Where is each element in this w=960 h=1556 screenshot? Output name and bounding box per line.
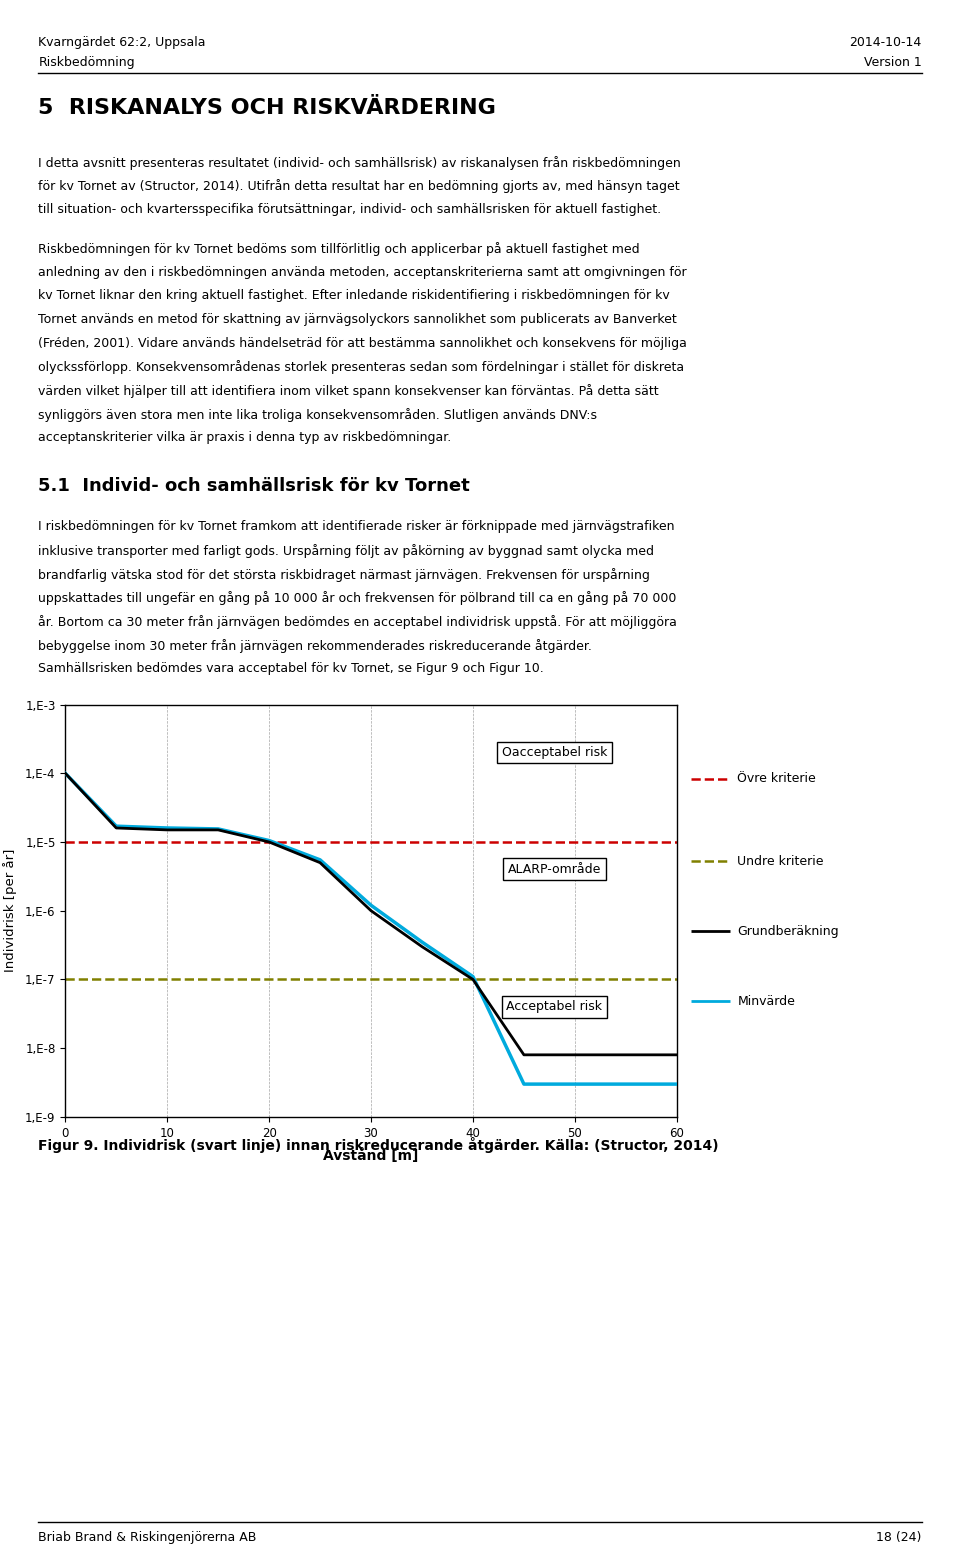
Text: I detta avsnitt presenteras resultatet (individ- och samhällsrisk) av riskanalys: I detta avsnitt presenteras resultatet (… bbox=[38, 156, 682, 170]
Text: uppskattades till ungefär en gång på 10 000 år och frekvensen för pölbrand till : uppskattades till ungefär en gång på 10 … bbox=[38, 591, 677, 605]
Text: Minvärde: Minvärde bbox=[737, 994, 795, 1008]
Text: Riskbedömningen för kv Tornet bedöms som tillförlitlig och applicerbar på aktuel: Riskbedömningen för kv Tornet bedöms som… bbox=[38, 243, 640, 257]
Text: acceptanskriterier vilka är praxis i denna typ av riskbedömningar.: acceptanskriterier vilka är praxis i den… bbox=[38, 431, 451, 445]
Text: Riskbedömning: Riskbedömning bbox=[38, 56, 135, 68]
Text: Tornet används en metod för skattning av järnvägsolyckors sannolikhet som public: Tornet används en metod för skattning av… bbox=[38, 313, 677, 327]
Text: anledning av den i riskbedömningen använda metoden, acceptanskriterierna samt at: anledning av den i riskbedömningen använ… bbox=[38, 266, 687, 279]
Text: Övre kriterie: Övre kriterie bbox=[737, 772, 816, 786]
Text: Oacceptabel risk: Oacceptabel risk bbox=[502, 745, 607, 759]
Text: Samhällsrisken bedömdes vara acceptabel för kv Tornet, se Figur 9 och Figur 10.: Samhällsrisken bedömdes vara acceptabel … bbox=[38, 663, 544, 675]
Text: olyckssförlopp. Konsekvensområdenas storlek presenteras sedan som fördelningar i: olyckssförlopp. Konsekvensområdenas stor… bbox=[38, 361, 684, 375]
Text: ALARP-område: ALARP-område bbox=[508, 864, 601, 876]
Text: Acceptabel risk: Acceptabel risk bbox=[507, 1001, 603, 1013]
Text: till situation- och kvartersspecifika förutsättningar, individ- och samhällsrisk: till situation- och kvartersspecifika fö… bbox=[38, 202, 661, 216]
Text: 2014-10-14: 2014-10-14 bbox=[850, 36, 922, 48]
Text: Figur 9. Individrisk (svart linje) innan riskreducerande åtgärder. Källa: (Struc: Figur 9. Individrisk (svart linje) innan… bbox=[38, 1137, 719, 1153]
Text: synliggörs även stora men inte lika troliga konsekvensområden. Slutligen används: synliggörs även stora men inte lika trol… bbox=[38, 408, 597, 422]
Text: Undre kriterie: Undre kriterie bbox=[737, 854, 824, 868]
Text: 5  RISKANALYS OCH RISKVÄRDERING: 5 RISKANALYS OCH RISKVÄRDERING bbox=[38, 98, 496, 118]
Text: Briab Brand & Riskingenjörerna AB: Briab Brand & Riskingenjörerna AB bbox=[38, 1531, 256, 1544]
Text: 18 (24): 18 (24) bbox=[876, 1531, 922, 1544]
Text: bebyggelse inom 30 meter från järnvägen rekommenderades riskreducerande åtgärder: bebyggelse inom 30 meter från järnvägen … bbox=[38, 638, 592, 652]
X-axis label: Avstånd [m]: Avstånd [m] bbox=[324, 1148, 419, 1162]
Text: Grundberäkning: Grundberäkning bbox=[737, 924, 839, 938]
Y-axis label: Individrisk [per år]: Individrisk [per år] bbox=[3, 850, 16, 972]
Text: I riskbedömningen för kv Tornet framkom att identifierade risker är förknippade : I riskbedömningen för kv Tornet framkom … bbox=[38, 520, 675, 534]
Text: värden vilket hjälper till att identifiera inom vilket spann konsekvenser kan fö: värden vilket hjälper till att identifie… bbox=[38, 384, 659, 398]
Text: (Fréden, 2001). Vidare används händelseträd för att bestämma sannolikhet och kon: (Fréden, 2001). Vidare används händelset… bbox=[38, 336, 687, 350]
Text: brandfarlig vätska stod för det största riskbidraget närmast järnvägen. Frekvens: brandfarlig vätska stod för det största … bbox=[38, 568, 650, 582]
Text: 5.1  Individ- och samhällsrisk för kv Tornet: 5.1 Individ- och samhällsrisk för kv Tor… bbox=[38, 476, 470, 495]
Text: Version 1: Version 1 bbox=[864, 56, 922, 68]
Text: år. Bortom ca 30 meter från järnvägen bedömdes en acceptabel individrisk uppstå.: år. Bortom ca 30 meter från järnvägen be… bbox=[38, 615, 677, 629]
Text: inklusive transporter med farligt gods. Urspårning följt av påkörning av byggnad: inklusive transporter med farligt gods. … bbox=[38, 545, 655, 559]
Text: Kvarngärdet 62:2, Uppsala: Kvarngärdet 62:2, Uppsala bbox=[38, 36, 205, 48]
Text: kv Tornet liknar den kring aktuell fastighet. Efter inledande riskidentifiering : kv Tornet liknar den kring aktuell fasti… bbox=[38, 289, 670, 302]
Text: för kv Tornet av (Structor, 2014). Utifrån detta resultat har en bedömning gjort: för kv Tornet av (Structor, 2014). Utifr… bbox=[38, 179, 680, 193]
